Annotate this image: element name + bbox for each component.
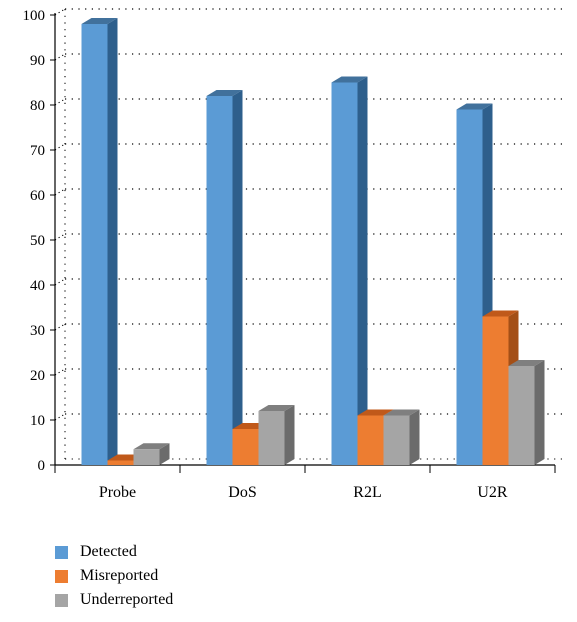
x-category-label: Probe [99,484,136,501]
bar-underreported-probe [133,443,170,465]
y-tick-label: 70 [30,143,45,159]
gridline-depth [54,278,66,286]
gridline-depth [54,53,66,61]
y-tick-label: 30 [30,323,45,339]
x-category-label: R2L [353,484,381,501]
legend-item: Detected [55,540,173,564]
bar-chart: 0 10 20 30 40 50 60 70 80 90 100 Probe DoS R2L U2R [23,8,565,501]
legend-label: Detected [80,543,137,560]
bar-detected-dos [206,90,243,465]
bar-detected-probe [81,18,118,465]
gridline-depth [54,143,66,151]
chart-area: 0 10 20 30 40 50 60 70 80 90 100 Probe DoS R2L U2R [23,8,565,501]
y-tick-label: 50 [30,233,45,249]
x-category-label: U2R [477,484,508,501]
bar-underreported-r2l [383,409,420,465]
gridline-depth [54,233,66,241]
gridline-depth [54,368,66,376]
legend: Detected Misreported Underreported [55,540,173,612]
legend-label: Misreported [80,567,159,584]
legend-item: Misreported [55,564,173,588]
y-tick-label: 80 [30,98,45,114]
gridline-depth [54,323,66,331]
y-tick-label: 40 [30,278,45,294]
legend-swatch [55,569,68,583]
bar-underreported-u2r [508,360,545,465]
legend-label: Underreported [80,591,174,608]
y-tick-label: 0 [38,458,46,474]
x-category-label: DoS [228,484,256,501]
gridline-depth [54,8,66,16]
gridline-depth [54,98,66,106]
y-tick-label: 90 [30,53,45,69]
legend-swatch [55,593,68,607]
bars [81,18,545,465]
gridline-depth [54,413,66,421]
gridline-depth [54,188,66,196]
bar-underreported-dos [258,405,295,465]
legend-swatch [55,545,68,559]
legend-item: Underreported [55,588,173,612]
y-tick-label: 10 [30,413,45,429]
y-tick-label: 20 [30,368,45,384]
bar-detected-r2l [331,76,368,465]
axis-labels: 0 10 20 30 40 50 60 70 80 90 100 Probe DoS R2L U2R [23,8,508,501]
y-tick-label: 60 [30,188,45,204]
y-tick-label: 100 [23,8,46,24]
